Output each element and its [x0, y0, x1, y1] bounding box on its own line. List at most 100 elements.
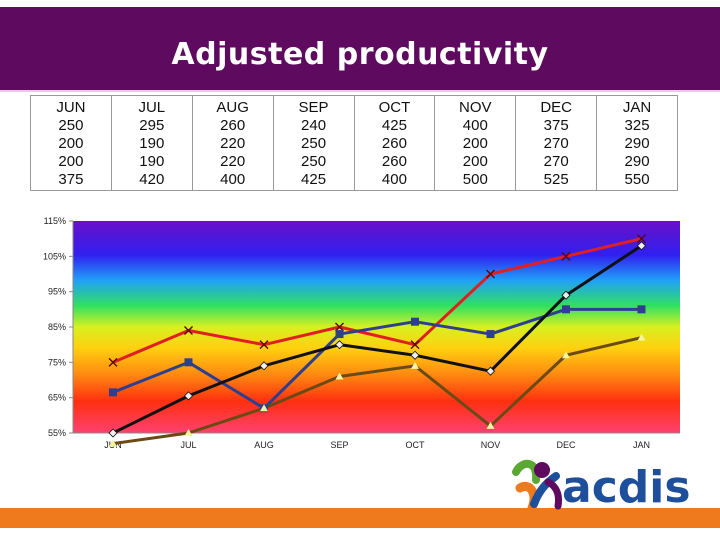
table-row: JUN 250 200 200 375 JUL 295 190 190 420 AUG 260 22… [30, 95, 678, 191]
line-chart: 115%105%95%85%75%65%55% JUNJULAUGSEPOCTN… [43, 216, 680, 450]
table-cell: 200 [58, 153, 84, 170]
y-tick-label: 95% [48, 287, 66, 297]
x-tick-label: NOV [481, 440, 501, 450]
data-point-series-2 [486, 330, 495, 339]
series-line-4 [112, 336, 642, 446]
data-point-series-2 [411, 317, 419, 326]
table-cell: 220 [220, 135, 246, 152]
data-point-series-1 [335, 322, 344, 332]
table-cell: 250 [301, 135, 327, 152]
data-point-series-1 [259, 340, 269, 350]
data-point-series-4 [335, 372, 344, 380]
logo-figure-green [512, 459, 541, 484]
data-point-series-4 [486, 421, 495, 429]
table-cell: 425 [381, 117, 407, 134]
data-point-series-3 [334, 340, 345, 350]
data-point-series-4 [562, 351, 570, 359]
title-bar: Adjusted productivity [0, 7, 720, 92]
month-header: JAN [622, 99, 652, 116]
month-header: OCT [378, 99, 411, 116]
table-cell: 420 [139, 171, 165, 188]
x-tick-label: JAN [633, 440, 650, 450]
month-header: DEC [540, 99, 573, 116]
data-point-series-3 [108, 428, 118, 438]
y-tick-label: 65% [48, 393, 66, 403]
data-point-series-1 [184, 326, 193, 336]
table-cell: 325 [624, 117, 650, 134]
logo-head-purple [534, 462, 550, 478]
acdis-logo: acdis [512, 458, 712, 534]
table-cell: 260 [220, 117, 246, 134]
logo-figure-purple [544, 478, 562, 510]
data-point-series-1 [486, 269, 495, 279]
table-cell: 375 [543, 117, 569, 134]
month-header: JUL [138, 99, 166, 116]
data-point-series-1 [108, 357, 118, 367]
table-cell: 250 [58, 117, 84, 134]
month-header: JUN [56, 99, 86, 116]
table-cell: 295 [139, 117, 165, 134]
y-tick-label: 85% [48, 322, 66, 332]
data-point-series-4 [411, 361, 419, 369]
table-cell: 250 [301, 153, 327, 170]
table-cell: 200 [462, 153, 488, 170]
table-cell: 260 [381, 135, 407, 152]
data-point-series-2 [109, 388, 117, 397]
data-point-series-3 [259, 361, 269, 371]
x-tick-label: JUL [180, 440, 196, 450]
table-cell: 400 [220, 171, 246, 188]
table-cell: 200 [462, 135, 488, 152]
table-cell: 270 [543, 135, 569, 152]
data-point-series-3 [485, 366, 496, 376]
data-table: JUN 250 200 200 375 JUL 295 190 190 420 AUG 260 22… [30, 95, 678, 191]
table-cell: 270 [543, 153, 569, 170]
table-cell: 425 [301, 171, 327, 188]
data-point-series-3 [561, 290, 571, 300]
x-tick-label: SEP [330, 440, 348, 450]
logo-wordmark: acdis [562, 462, 691, 513]
data-point-series-4 [184, 429, 193, 436]
table-cell: 200 [58, 135, 84, 152]
page-title: Adjusted productivity [171, 37, 549, 72]
x-tick-label: OCT [406, 440, 426, 450]
y-tick-label: 115% [44, 216, 66, 226]
x-tick-label: AUG [254, 440, 274, 450]
month-header: NOV [459, 99, 492, 116]
table-cell: 190 [139, 135, 165, 152]
data-point-series-2 [637, 305, 646, 314]
y-tick-label: 105% [43, 251, 66, 261]
month-header: SEP [298, 99, 329, 116]
chart-area: 115%105%95%85%75%65%55% JUNJULAUGSEPOCTN… [0, 205, 720, 455]
data-point-series-4 [637, 333, 646, 341]
table-cell: 260 [381, 153, 407, 170]
data-point-series-3 [183, 391, 194, 401]
data-point-series-4 [260, 404, 268, 412]
table-column-jul: JUL 295 190 190 420 [110, 95, 193, 191]
table-cell: 525 [543, 171, 569, 188]
data-point-series-2 [335, 330, 344, 339]
table-cell: 220 [220, 153, 246, 170]
series-line-3 [112, 244, 643, 435]
data-point-series-3 [636, 241, 647, 251]
series-line-1 [112, 237, 642, 364]
table-cell: 550 [624, 171, 650, 188]
month-header: AUG [216, 99, 249, 116]
y-tick-label: 55% [48, 428, 66, 438]
data-point-series-1 [561, 251, 571, 261]
x-tick-label: DEC [556, 440, 576, 450]
acdis-logo-graphic: acdis [512, 459, 691, 513]
series-line-2 [112, 307, 642, 410]
data-point-series-3 [410, 350, 420, 360]
table-column-jun: JUN 250 200 200 375 [30, 95, 112, 191]
table-cell: 290 [624, 135, 650, 152]
table-column-oct: OCT 425 260 260 400 [353, 95, 436, 191]
table-column-sep: SEP 240 250 250 425 [272, 95, 355, 191]
data-point-series-1 [410, 340, 420, 350]
data-point-series-2 [184, 358, 193, 367]
data-point-series-4 [109, 439, 117, 447]
table-cell: 400 [381, 171, 407, 188]
data-point-series-1 [637, 234, 646, 244]
bottom-accent-bar [0, 508, 720, 528]
table-column-nov: NOV 400 200 200 500 [434, 95, 517, 191]
table-column-dec: DEC 375 270 270 525 [515, 95, 598, 191]
